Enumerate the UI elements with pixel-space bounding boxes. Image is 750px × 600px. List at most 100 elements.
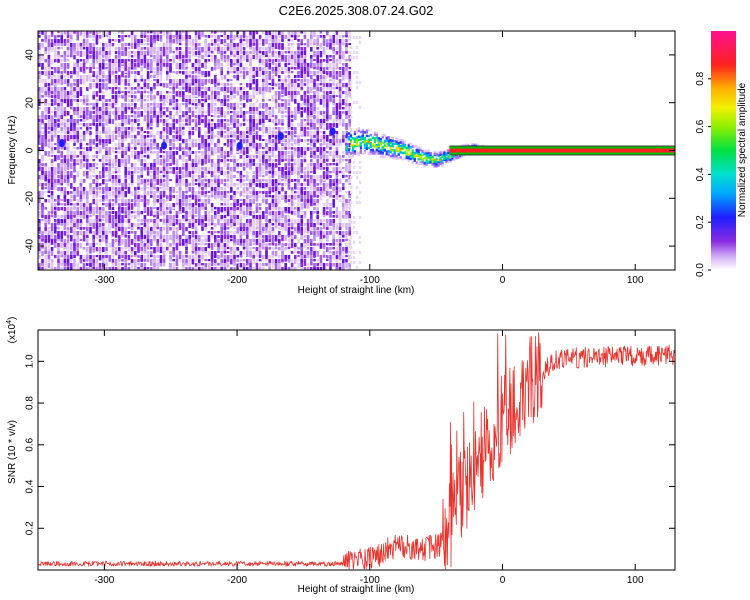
noise-cell	[121, 103, 124, 110]
noise-cell	[349, 256, 353, 259]
noise-cell	[114, 131, 118, 134]
noise-cell	[281, 159, 284, 162]
noise-cell	[345, 255, 348, 258]
noise-cell	[169, 35, 172, 42]
noise-cell	[143, 239, 147, 242]
noise-cell	[185, 167, 188, 172]
noise-cell	[182, 131, 185, 136]
noise-cell	[102, 263, 105, 269]
noise-cell	[95, 79, 99, 83]
noise-cell	[60, 223, 63, 226]
noise-cell	[252, 223, 255, 229]
noise-cell	[332, 263, 335, 267]
noise-cell	[92, 123, 95, 126]
noise-cell	[313, 147, 316, 153]
noise-cell	[335, 43, 339, 46]
noise-cell	[153, 227, 156, 234]
noise-cell	[198, 215, 201, 221]
noise-cell	[105, 103, 108, 107]
noise-cell	[217, 211, 220, 215]
noise-cell	[89, 263, 92, 270]
noise-cell	[281, 139, 284, 142]
noise-cell	[355, 51, 359, 54]
noise-cell	[182, 115, 185, 118]
noise-cell	[217, 139, 220, 145]
signal-cell	[357, 127, 360, 130]
noise-cell	[57, 167, 60, 171]
noise-cell	[230, 195, 233, 200]
noise-cell	[358, 251, 362, 254]
noise-cell	[172, 235, 175, 240]
noise-cell	[322, 263, 326, 269]
noise-cell	[262, 63, 265, 66]
noise-cell	[278, 223, 281, 226]
signal-cell	[345, 144, 349, 148]
noise-cell	[262, 159, 265, 163]
noise-cell	[38, 79, 41, 83]
noise-cell	[182, 239, 185, 246]
noise-cell	[47, 131, 51, 134]
noise-cell	[178, 103, 182, 107]
noise-cell	[108, 175, 111, 182]
noise-cell	[284, 191, 287, 195]
noise-cell	[169, 207, 172, 213]
noise-cell	[226, 143, 230, 148]
noise-cell	[204, 147, 207, 153]
noise-cell	[156, 267, 159, 270]
noise-cell	[57, 75, 60, 79]
noise-cell	[156, 235, 159, 238]
noise-cell	[345, 203, 348, 208]
noise-cell	[70, 203, 73, 206]
noise-cell	[118, 167, 121, 172]
noise-cell	[204, 175, 207, 179]
noise-cell	[134, 239, 137, 243]
noise-cell	[121, 51, 124, 57]
noise-cell	[316, 267, 319, 270]
noise-cell	[111, 183, 115, 190]
noise-cell	[335, 139, 339, 146]
noise-cell	[82, 259, 86, 263]
noise-cell	[162, 159, 166, 164]
noise-cell	[137, 71, 140, 76]
noise-cell	[162, 119, 166, 126]
noise-cell	[242, 223, 246, 229]
noise-cell	[70, 131, 73, 135]
signal-cell	[373, 152, 376, 155]
noise-cell	[204, 55, 207, 58]
noise-cell	[265, 231, 268, 234]
noise-cell	[287, 231, 291, 236]
noise-cell	[287, 131, 291, 136]
noise-cell	[175, 103, 179, 108]
noise-cell	[150, 151, 153, 154]
noise-cell	[230, 151, 233, 155]
noise-cell	[127, 171, 131, 177]
noise-cell	[98, 263, 102, 270]
noise-cell	[108, 67, 111, 73]
noise-cell	[236, 71, 239, 76]
noise-cell	[290, 151, 294, 158]
noise-cell	[130, 203, 134, 210]
noise-cell	[121, 199, 124, 205]
noise-cell	[60, 39, 63, 44]
noise-cell	[156, 71, 159, 78]
noise-cell	[342, 67, 345, 73]
noise-cell	[258, 147, 262, 150]
noise-cell	[172, 119, 175, 123]
noise-cell	[50, 211, 54, 215]
noise-cell	[322, 79, 326, 85]
noise-cell	[70, 31, 73, 38]
noise-cell	[66, 247, 70, 251]
noise-cell	[159, 163, 163, 166]
noise-cell	[239, 123, 243, 127]
noise-cell	[50, 59, 54, 65]
noise-cell	[86, 111, 89, 116]
noise-cell	[230, 171, 233, 178]
noise-cell	[297, 51, 300, 58]
noise-cell	[98, 195, 102, 198]
noise-cell	[54, 231, 57, 234]
noise-cell	[345, 167, 348, 173]
noise-cell	[303, 47, 307, 52]
noise-cell	[242, 147, 246, 151]
noise-cell	[313, 123, 316, 130]
noise-cell	[204, 79, 207, 85]
